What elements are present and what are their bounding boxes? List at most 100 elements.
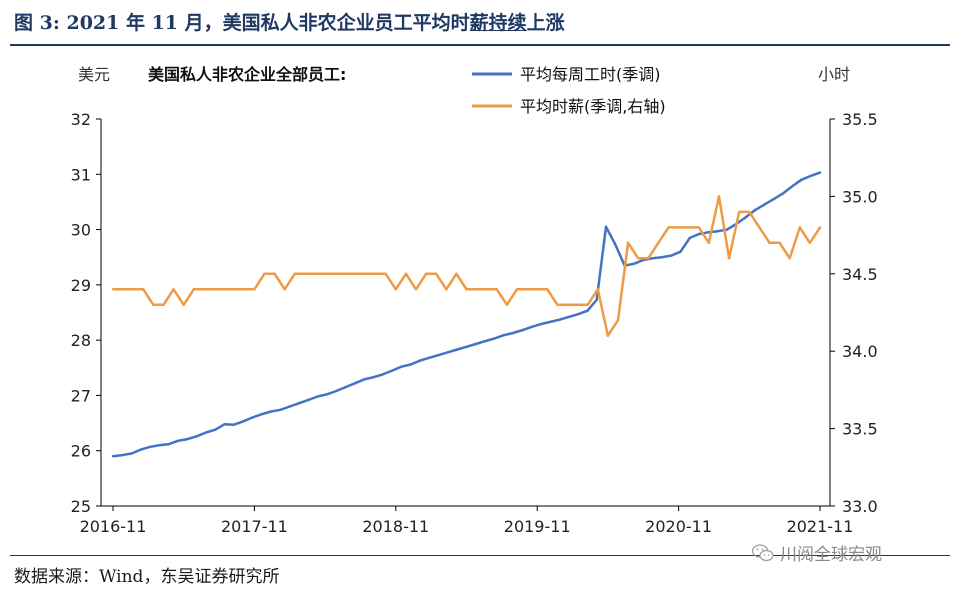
data-point-hourly-wage [818, 226, 822, 229]
data-point-hourly-wage [677, 226, 680, 229]
legend-label: 平均每周工时(季调) [520, 65, 661, 84]
left-tick-label: 25 [71, 497, 91, 516]
footer-divider [10, 555, 950, 556]
data-point-hourly-wage [303, 272, 307, 275]
data-point-hourly-wage [768, 241, 771, 244]
data-point-hourly-wage [495, 288, 498, 291]
data-point-weekly-hours [176, 439, 180, 442]
legend-label: 平均时薪(季调,右轴) [520, 97, 666, 116]
data-point-hourly-wage [424, 272, 428, 275]
right-axis-unit: 小时 [818, 65, 850, 84]
data-point-hourly-wage [313, 272, 317, 275]
data-point-weekly-hours [242, 420, 245, 423]
data-point-weekly-hours [288, 405, 291, 408]
figure-title-main: 2021 年 11 月，美国私人非农企业员工平均时 [66, 12, 470, 34]
data-point-weekly-hours [818, 171, 822, 174]
data-point-weekly-hours [363, 378, 366, 381]
data-point-weekly-hours [576, 313, 580, 316]
data-point-weekly-hours [195, 435, 198, 438]
data-point-hourly-wage [475, 288, 478, 291]
data-point-hourly-wage [576, 303, 579, 306]
data-point-hourly-wage [758, 226, 761, 229]
data-point-hourly-wage [263, 272, 266, 275]
data-point-weekly-hours [335, 389, 338, 393]
figure-title-underlined: 薪持续 [469, 12, 527, 34]
data-point-hourly-wage [637, 257, 640, 260]
data-point-hourly-wage [738, 210, 741, 214]
data-point-weekly-hours [716, 230, 719, 233]
data-point-hourly-wage [546, 288, 549, 291]
data-point-weekly-hours [781, 192, 784, 195]
data-point-weekly-hours [595, 298, 598, 301]
data-point-weekly-hours [297, 402, 301, 405]
left-tick-label: 32 [71, 110, 91, 129]
data-point-hourly-wage [172, 288, 175, 291]
data-point-hourly-wage [798, 226, 801, 229]
data-point-weekly-hours [549, 320, 552, 324]
x-tick-label: 2019-11 [504, 517, 571, 536]
data-point-hourly-wage [687, 226, 690, 229]
data-point-weekly-hours [167, 442, 170, 446]
data-point-hourly-wage [222, 288, 226, 291]
figure-title: 图 3: 2021 年 11 月，美国私人非农企业员工平均时薪持续上涨 [14, 8, 565, 35]
data-point-weekly-hours [800, 178, 803, 181]
left-tick-label: 28 [71, 331, 91, 350]
x-tick-label: 2020-11 [645, 517, 712, 536]
data-point-hourly-wage [697, 226, 700, 229]
data-point-weekly-hours [186, 437, 189, 441]
data-point-weekly-hours [269, 410, 273, 413]
data-point-hourly-wage [707, 241, 711, 244]
data-point-hourly-wage [404, 272, 408, 275]
data-point-weekly-hours [790, 185, 794, 188]
data-point-hourly-wage [253, 288, 256, 291]
data-point-weekly-hours [409, 363, 412, 366]
data-point-hourly-wage [132, 288, 135, 291]
data-point-hourly-wage [374, 272, 377, 275]
data-point-weekly-hours [418, 359, 422, 362]
data-point-hourly-wage [394, 288, 397, 291]
data-point-weekly-hours [456, 348, 459, 351]
data-point-hourly-wage [515, 288, 519, 291]
data-point-weekly-hours [679, 250, 682, 253]
legend-heading: 美国私人非农企业全部员工: [148, 65, 346, 84]
data-point-hourly-wage [596, 288, 599, 291]
data-point-hourly-wage [142, 288, 145, 291]
data-point-hourly-wage [485, 288, 488, 291]
data-point-weekly-hours [232, 423, 236, 426]
data-point-weekly-hours [530, 325, 533, 329]
data-point-hourly-wage [192, 288, 195, 291]
data-point-hourly-wage [748, 210, 751, 214]
data-point-weekly-hours [483, 340, 487, 343]
data-point-weekly-hours [121, 453, 124, 457]
data-point-weekly-hours [465, 345, 468, 348]
data-point-hourly-wage [162, 303, 165, 306]
watermark-text: 川阅全球宏观 [780, 545, 882, 565]
data-point-hourly-wage [788, 257, 791, 260]
data-point-weekly-hours [130, 452, 133, 455]
data-point-hourly-wage [293, 272, 296, 275]
data-point-weekly-hours [604, 225, 608, 228]
data-point-hourly-wage [455, 272, 458, 275]
data-point-hourly-wage [606, 334, 610, 337]
right-tick-label: 35.5 [842, 110, 878, 129]
data-point-weekly-hours [809, 174, 812, 178]
data-point-weekly-hours [614, 243, 617, 246]
data-point-weekly-hours [381, 373, 384, 376]
data-point-hourly-wage [727, 257, 731, 260]
data-point-hourly-wage [233, 288, 236, 291]
data-point-weekly-hours [158, 444, 161, 447]
data-point-hourly-wage [647, 257, 650, 260]
data-point-hourly-wage [354, 272, 357, 275]
data-point-hourly-wage [283, 288, 286, 291]
data-point-hourly-wage [435, 272, 438, 275]
x-tick-label: 2016-11 [80, 517, 147, 536]
data-point-weekly-hours [400, 365, 403, 368]
data-point-hourly-wage [808, 241, 812, 244]
left-tick-label: 31 [71, 165, 91, 184]
data-point-hourly-wage [111, 288, 115, 291]
left-tick-label: 27 [71, 386, 91, 405]
right-tick-label: 34.0 [842, 342, 878, 361]
x-tick-label: 2021-11 [787, 517, 854, 536]
data-point-weekly-hours [139, 448, 143, 451]
data-point-weekly-hours [567, 315, 570, 319]
